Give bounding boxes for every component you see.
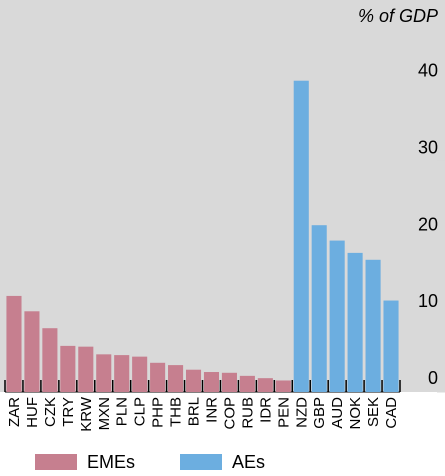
x-tick-label: IDR: [257, 397, 274, 423]
x-tick-label: GBP: [311, 397, 328, 429]
bar: [114, 355, 130, 392]
x-tick-label: THB: [168, 397, 185, 427]
x-tick-label: ZAR: [6, 397, 23, 427]
y-tick-label: 10: [418, 291, 438, 311]
bar: [329, 240, 345, 392]
y-tick-label: 40: [418, 61, 438, 81]
x-tick-label: MXN: [96, 397, 113, 430]
legend-swatch: [35, 454, 77, 470]
x-tick-label: HUF: [24, 397, 41, 428]
x-tick-label: NOK: [347, 397, 364, 430]
bar: [221, 372, 237, 392]
bar: [168, 365, 184, 392]
legend-label: AEs: [232, 452, 265, 472]
x-tick-label: TRY: [60, 397, 77, 427]
bar: [150, 362, 166, 392]
x-tick-label: SEK: [365, 397, 382, 427]
y-tick-label: 30: [418, 137, 438, 157]
bar: [239, 375, 255, 392]
bar: [78, 346, 94, 392]
y-tick-label: 0: [428, 368, 438, 388]
bar: [96, 354, 112, 392]
x-tick-label: KRW: [78, 396, 95, 432]
x-tick-label: COP: [221, 397, 238, 430]
y-axis-label: % of GDP: [358, 6, 438, 26]
bar: [365, 259, 381, 392]
x-tick-label: BRL: [186, 397, 203, 426]
x-tick-label: RUB: [239, 397, 256, 429]
bar: [203, 372, 220, 392]
bar: [347, 252, 363, 392]
y-tick-label: 20: [418, 214, 438, 234]
bar: [257, 378, 273, 392]
x-tick-label: PEN: [275, 397, 292, 428]
x-tick-label: PLN: [114, 397, 131, 426]
bar: [60, 345, 76, 392]
bar: [293, 80, 309, 393]
x-tick-label: CAD: [383, 397, 400, 429]
bar: [42, 328, 58, 392]
x-tick-label: CLP: [132, 397, 149, 426]
bar: [311, 225, 327, 392]
bar: [132, 356, 148, 392]
legend-label: EMEs: [87, 452, 135, 472]
bar: [383, 300, 399, 392]
x-tick-label: AUD: [329, 397, 346, 429]
bar: [185, 369, 202, 392]
x-tick-label: NZD: [293, 397, 310, 428]
x-tick-label: CZK: [42, 397, 59, 427]
legend-swatch: [180, 454, 222, 470]
bar: [275, 380, 291, 392]
bar: [6, 295, 22, 392]
x-tick-label: PHP: [150, 397, 167, 428]
x-tick-label: INR: [203, 397, 220, 423]
bar: [24, 311, 40, 392]
